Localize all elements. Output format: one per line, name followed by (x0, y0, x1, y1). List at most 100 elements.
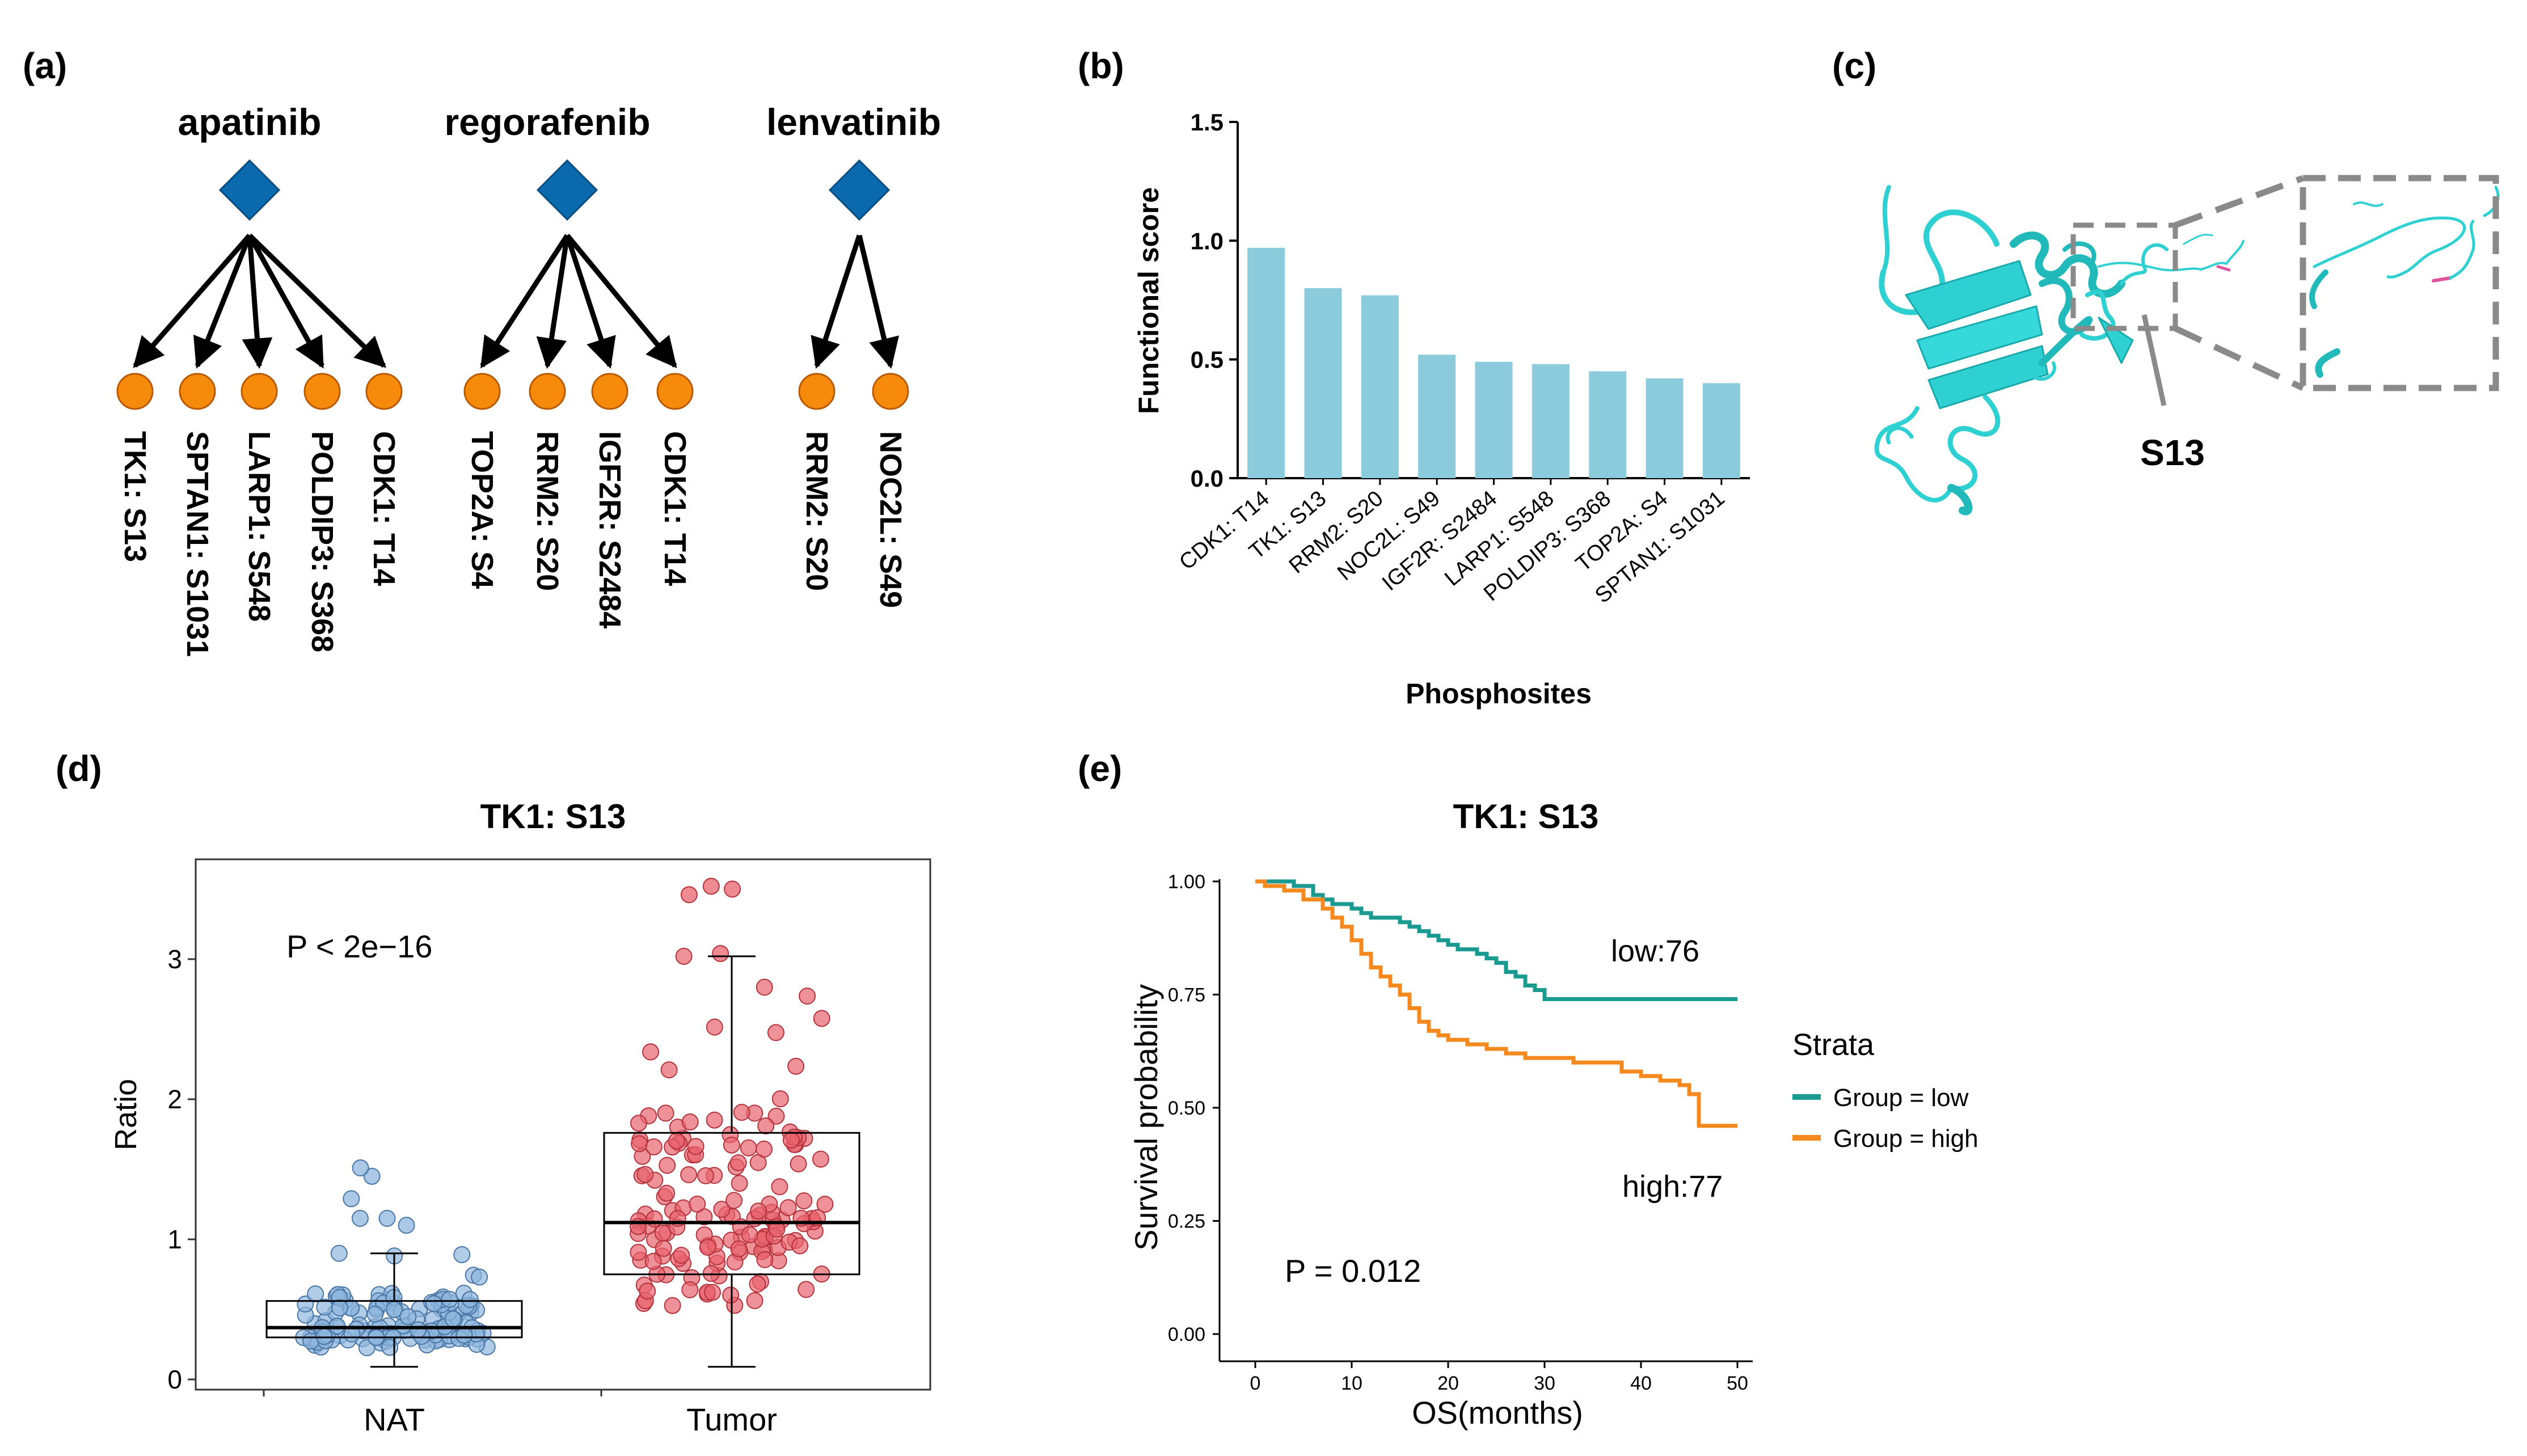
zoom-connector-top (2174, 175, 2304, 229)
target-label: TK1: S13 (118, 431, 152, 562)
panel-label-b: (b) (1078, 45, 1124, 86)
boxplot-point (767, 1107, 785, 1125)
drug-diamond (218, 159, 281, 221)
boxplot-point (713, 1201, 731, 1218)
km-legend-label-high: Group = high (1833, 1125, 1978, 1153)
boxplot-point (723, 1136, 740, 1154)
panel-label-c: (c) (1832, 45, 1876, 86)
km-low-count: low:76 (1611, 934, 1699, 968)
bar (1304, 288, 1342, 478)
boxplot-point (799, 987, 816, 1005)
boxplot-point (816, 1196, 834, 1213)
target-label: SPTAN1: S1031 (180, 431, 214, 657)
target-node (179, 373, 216, 410)
boxplot-point (689, 1195, 706, 1213)
boxplot-point (687, 1138, 704, 1155)
drug-target-arrow (247, 234, 324, 369)
boxplot-point (791, 1237, 809, 1255)
boxplot-point (642, 1043, 660, 1061)
boxplot-point (704, 1284, 722, 1301)
survival-curve-chart: TK1: S13 OS(months) Survival probability… (1128, 797, 1978, 1430)
boxplot-point (654, 1224, 672, 1242)
boxplot-point (790, 1155, 807, 1172)
boxplot-outlier-point (363, 1167, 381, 1185)
bar-x-axis-label: Phosphosites (1406, 678, 1592, 710)
drug-target-network: apatinib TK1: S13 SPTAN1: S1031 LARP1: S548… (116, 101, 941, 657)
drug-target-arrow (536, 235, 570, 369)
km-x-axis-label: OS(months) (1412, 1395, 1583, 1430)
km-title: TK1: S13 (1453, 797, 1599, 835)
target-label: CDK1: T14 (658, 431, 692, 586)
boxplot-point (706, 1111, 723, 1129)
km-x-tick-label: 0 (1250, 1373, 1261, 1394)
boxplot-point (453, 1246, 471, 1263)
target-label: POLDIP3: S368 (305, 431, 339, 652)
boxplot-point (664, 1297, 681, 1314)
drug-diamond (536, 159, 598, 221)
km-legend-label-low: Group = low (1833, 1084, 1969, 1112)
boxplot-outlier-point (378, 1209, 396, 1227)
bar (1532, 364, 1570, 478)
drug-diamond (828, 159, 891, 221)
boxplot-point (741, 1226, 758, 1243)
panel-label-a: (a) (23, 45, 67, 86)
boxplot-point (646, 1210, 663, 1227)
drug-name: regorafenib (444, 101, 650, 143)
km-y-tick-label: 1.00 (1168, 871, 1205, 893)
protein-ribbon-image (1874, 185, 2500, 516)
boxplot-point (675, 948, 693, 965)
boxplot-y-tick-label: 0 (167, 1365, 182, 1394)
boxplot-point (756, 1251, 774, 1268)
bar (1646, 378, 1684, 478)
boxplot-point (630, 1115, 648, 1132)
drug-target-arrow (480, 234, 569, 369)
boxplot-point (673, 1247, 690, 1264)
boxplot-point (731, 1175, 748, 1192)
target-node (529, 373, 566, 410)
boxplot-point (767, 1024, 784, 1041)
km-high-count: high:77 (1622, 1170, 1723, 1204)
bar (1475, 361, 1513, 478)
drug-target-arrow (247, 233, 386, 368)
boxplot-category-label: NAT (364, 1402, 425, 1437)
boxplot-point (639, 1282, 656, 1300)
boxplot-point (441, 1290, 458, 1308)
boxplot-outlier-point (351, 1209, 369, 1227)
bar-y-tick-label: 0.5 (1191, 347, 1224, 373)
drug-name: lenvatinib (766, 101, 941, 143)
drug-target-arrow (565, 234, 677, 369)
boxplot-point (631, 1135, 648, 1153)
boxplot-frame (195, 858, 931, 1391)
boxplot-point (668, 1132, 685, 1150)
target-node (591, 373, 628, 410)
boxplot-y-tick-label: 3 (167, 944, 182, 974)
boxplot-point (779, 1199, 797, 1217)
boxplot-point (681, 1281, 699, 1298)
boxplot-outlier-point (398, 1217, 415, 1234)
boxplot-point (425, 1295, 442, 1312)
bar (1247, 247, 1285, 478)
bar (1589, 371, 1627, 478)
boxplot-point (399, 1308, 417, 1326)
boxplot-point (812, 1150, 829, 1168)
bar-y-tick-label: 0.0 (1191, 465, 1224, 492)
bar (1702, 383, 1740, 478)
boxplot-point (315, 1328, 333, 1345)
boxplot-point (471, 1268, 488, 1286)
bar (1361, 295, 1399, 478)
target-node (241, 373, 278, 410)
target-node (303, 373, 341, 410)
panel-label-d: (d) (56, 748, 102, 789)
km-y-axis-label: Survival probability (1128, 984, 1164, 1251)
target-label: RRM2: S20 (530, 431, 564, 591)
boxplot-outlier-point (352, 1159, 369, 1177)
km-y-tick-label: 0.00 (1168, 1324, 1205, 1345)
km-legend: Strata Group = low Group = high (1792, 1028, 1978, 1153)
km-curve-high (1255, 879, 1737, 1128)
target-label: LARP1: S548 (242, 431, 276, 622)
boxplot-point (331, 1299, 348, 1316)
boxplot-outlier-point (724, 880, 741, 898)
km-y-tick-label: 0.25 (1168, 1211, 1205, 1233)
boxplot-point (795, 1192, 813, 1210)
boxplot-point (756, 978, 773, 996)
